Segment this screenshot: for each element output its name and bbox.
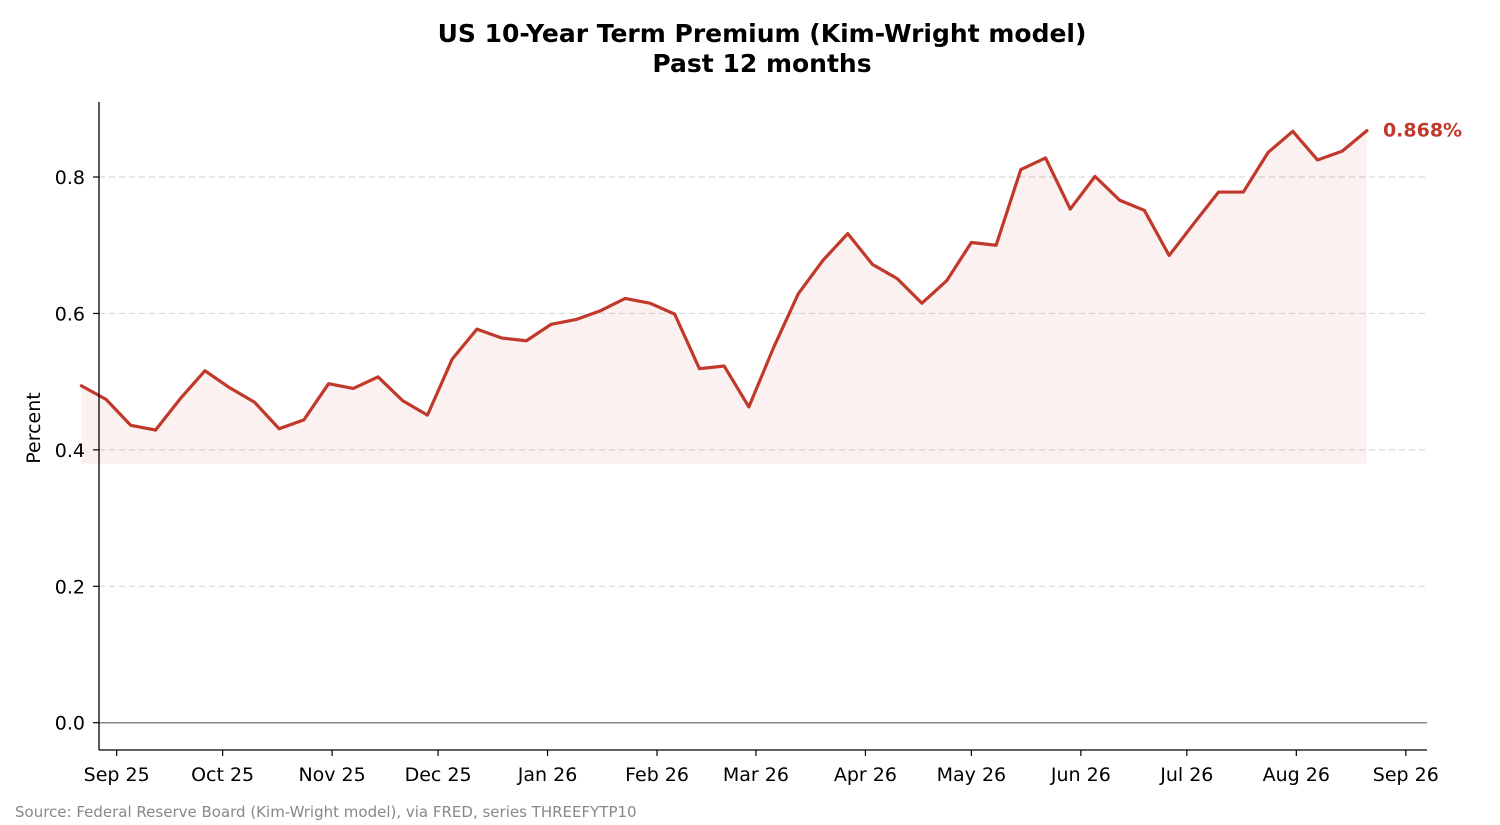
series-area-fill [81, 130, 1367, 464]
data-point [377, 375, 380, 378]
data-point [1316, 159, 1319, 162]
data-point [822, 259, 825, 262]
x-tick-label: Jan 26 [517, 764, 578, 786]
x-tick-label: Jul 26 [1159, 764, 1213, 786]
data-point [649, 302, 652, 305]
data-point [302, 418, 305, 421]
grid-lines [99, 176, 1427, 724]
x-tick-label: Dec 25 [405, 764, 472, 786]
y-axis-label: Percent [23, 392, 45, 464]
data-point [327, 382, 330, 385]
data-point [105, 398, 108, 401]
data-point [204, 369, 207, 372]
data-point [1168, 254, 1171, 257]
y-tick-label: 0.2 [55, 576, 85, 598]
x-tick-label: Sep 25 [84, 764, 150, 786]
y-tick-label: 0.4 [55, 440, 85, 462]
data-point [1291, 130, 1294, 133]
data-point [945, 279, 948, 282]
data-point [426, 414, 429, 417]
data-point [747, 406, 750, 409]
data-point [154, 429, 157, 432]
series-line [79, 129, 1369, 432]
data-point [1242, 191, 1245, 194]
data-point [1118, 199, 1121, 202]
data-point [574, 318, 577, 321]
data-point [896, 277, 899, 280]
data-point [1143, 209, 1146, 212]
data-point [278, 427, 281, 430]
data-point [1366, 129, 1369, 132]
data-point [1019, 168, 1022, 171]
data-point [228, 386, 231, 389]
chart-subtitle: Past 12 months [652, 49, 871, 78]
data-point [673, 313, 676, 316]
x-tick-label: Apr 26 [834, 764, 897, 786]
data-point [1217, 191, 1220, 194]
x-tick-label: Feb 26 [625, 764, 689, 786]
data-point [599, 309, 602, 312]
x-tick-label: Sep 26 [1373, 764, 1439, 786]
data-point [451, 358, 454, 361]
chart-title: US 10-Year Term Premium (Kim-Wright mode… [438, 19, 1087, 48]
x-tick-label: Nov 25 [298, 764, 365, 786]
data-point [871, 263, 874, 266]
data-point [797, 292, 800, 295]
data-point [476, 328, 479, 331]
x-tick-label: Oct 25 [191, 764, 254, 786]
data-point [1069, 208, 1072, 211]
x-tick-label: Mar 26 [723, 764, 789, 786]
series-layer: 0.868% [79, 120, 1462, 464]
data-point [970, 241, 973, 244]
x-tick-label: Jun 26 [1050, 764, 1111, 786]
source-note: Source: Federal Reserve Board (Kim-Wrigh… [15, 803, 637, 821]
x-tick-label: May 26 [937, 764, 1007, 786]
data-point [352, 387, 355, 390]
axes: 0.0 0.2 0.4 0.6 0.8 Sep 25 Oct 25 Nov 25 Dec 25 J… [55, 102, 1439, 786]
data-point [772, 346, 775, 349]
data-point [1094, 175, 1097, 178]
y-tick-label: 0.8 [55, 167, 85, 189]
data-point [723, 365, 726, 368]
end-value-label: 0.868% [1383, 120, 1462, 142]
data-point [1044, 157, 1047, 160]
data-point [1267, 151, 1270, 154]
data-point [921, 302, 924, 305]
data-point [525, 339, 528, 342]
y-tick-label: 0.6 [55, 303, 85, 325]
data-point [253, 401, 256, 404]
data-point [1192, 222, 1195, 225]
data-point [1341, 150, 1344, 153]
data-point [698, 367, 701, 370]
x-tick-label: Aug 26 [1263, 764, 1330, 786]
data-point [624, 297, 627, 300]
data-point [995, 244, 998, 247]
data-point [846, 232, 849, 235]
data-point [129, 424, 132, 427]
data-point [80, 384, 83, 387]
y-tick-label: 0.0 [55, 713, 85, 735]
data-point [401, 399, 404, 402]
data-point [550, 323, 553, 326]
data-point [500, 337, 503, 340]
data-point [179, 397, 182, 400]
